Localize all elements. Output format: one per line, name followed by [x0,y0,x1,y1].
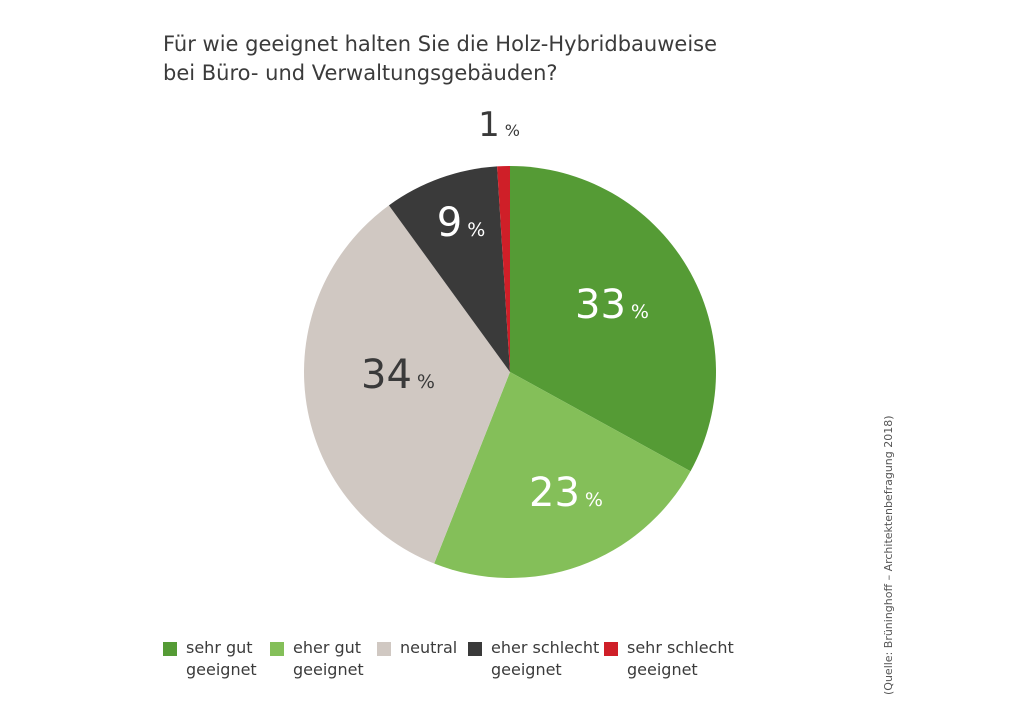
pie-label-eher-schlecht-geeignet: 9% [437,200,486,246]
legend-swatch-sehr-gut [163,642,177,656]
legend-swatch-eher-schlecht [468,642,482,656]
legend-swatch-eher-gut [270,642,284,656]
legend-label-line-2: geeignet [186,660,257,679]
source-note: (Quelle: Brüninghoff – Architektenbefrag… [882,415,895,695]
legend-item-neutral: neutral [377,637,457,659]
legend-label-line-1: sehr gut [186,638,253,657]
pie-slice-eher-schlecht-geeignet [388,166,510,372]
legend-label-line-2: geeignet [491,660,562,679]
legend-label-line-2: geeignet [627,660,698,679]
chart-title: Für wie geeignet halten Sie die Holz-Hyb… [163,30,717,88]
legend-label-line-2: geeignet [293,660,364,679]
legend-item-sehr-schlecht: sehr schlecht geeignet [604,637,734,681]
legend-label: eher gut geeignet [293,637,364,681]
pie-label-sehr-gut-geeignet: 33% [575,282,649,328]
pie-labels: 33 % 23 % 34 % 9 % 1% [361,105,649,516]
pie-label-sehr-schlecht-geeignet: 1% [478,105,520,145]
legend-label-line-1: neutral [400,638,458,657]
legend-item-sehr-gut: sehr gut geeignet [163,637,257,681]
legend-label-line-1: sehr schlecht [627,638,734,657]
legend-label: eher schlecht geeignet [491,637,599,681]
chart-title-line-1: Für wie geeignet halten Sie die Holz-Hyb… [163,32,718,56]
legend-label: neutral [400,637,457,659]
legend-item-eher-schlecht: eher schlecht geeignet [468,637,599,681]
legend: sehr gut geeignet eher gut geeignet neut… [0,637,1030,697]
legend-label-line-1: eher gut [293,638,362,657]
pie-slice-eher-gut-geeignet [434,372,691,578]
pie-slice-neutral [304,205,510,564]
pie-slices [304,166,717,578]
pie-slice-sehr-gut-geeignet [510,166,717,472]
chart-title-line-2: bei Büro- und Verwaltungsgebäuden? [163,61,558,85]
legend-swatch-sehr-schlecht [604,642,618,656]
legend-label: sehr schlecht geeignet [627,637,734,681]
legend-item-eher-gut: eher gut geeignet [270,637,364,681]
legend-label: sehr gut geeignet [186,637,257,681]
legend-swatch-neutral [377,642,391,656]
pie-label-neutral: 34% [361,352,435,398]
pie-slice-sehr-schlecht-geeignet [497,166,510,372]
legend-label-line-1: eher schlecht [491,638,600,657]
pie-label-eher-gut-geeignet: 23% [529,470,603,516]
